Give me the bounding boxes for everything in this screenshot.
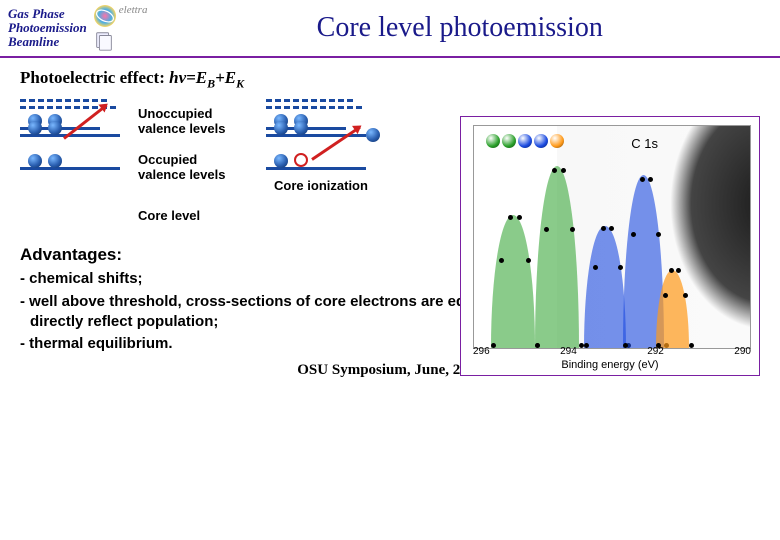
label-c1s: C 1s: [631, 136, 658, 151]
photoelectric-equation: Photoelectric effect: hν=EB+EK: [20, 68, 760, 91]
data-point: [656, 232, 661, 237]
logo-line-2: Photoemission: [8, 21, 87, 35]
ionized-state-column: Core ionization: [266, 99, 376, 193]
data-point: [570, 227, 575, 232]
data-point: [683, 293, 688, 298]
tick: 294: [560, 346, 577, 357]
data-point: [593, 265, 598, 270]
data-point: [544, 227, 549, 232]
atom-icon: [502, 134, 516, 148]
atom-icon: [550, 134, 564, 148]
main-content: Photoelectric effect: hν=EB+EK Unoccupie…: [0, 58, 780, 383]
tick: 292: [647, 346, 664, 357]
doc-icon: [93, 30, 115, 52]
data-point: [618, 265, 623, 270]
logo-icons: [93, 4, 117, 52]
page-title: Core level photoemission: [147, 12, 772, 44]
tick: 290: [734, 346, 751, 357]
spectrum-peak: [535, 166, 579, 348]
data-point: [526, 258, 531, 263]
ground-state-column: [20, 99, 120, 174]
logo-line-3: Beamline: [8, 35, 87, 49]
label-ionization: Core ionization: [274, 178, 368, 193]
data-point: [676, 268, 681, 273]
atom-icon: [534, 134, 548, 148]
spectrum-peak: [491, 215, 535, 348]
tick: 296: [473, 346, 490, 357]
logo-sublabel: elettra: [119, 4, 148, 16]
data-point: [561, 168, 566, 173]
label-occupied: Occupied valence levels: [138, 143, 248, 191]
data-point: [640, 177, 645, 182]
core-level: [20, 167, 120, 170]
level-labels: Unoccupied valence levels Occupied valen…: [138, 99, 248, 239]
data-point: [648, 177, 653, 182]
header-bar: Gas Phase Photoemission Beamline elettra…: [0, 0, 780, 58]
x-axis-label: Binding energy (eV): [461, 359, 759, 371]
x-ticks: 296 294 292 290: [473, 346, 751, 357]
label-unoccupied: Unoccupied valence levels: [138, 99, 248, 143]
spectrum-peak: [584, 226, 625, 348]
logo-block: Gas Phase Photoemission Beamline elettra: [8, 4, 147, 52]
eq-label: Photoelectric effect:: [20, 68, 169, 87]
logo-line-1: Gas Phase: [8, 7, 87, 21]
atom-icon: [486, 134, 500, 148]
eq-formula: hν=EB+EK: [169, 68, 244, 87]
data-point: [601, 226, 606, 231]
spectrum-plot: C 1s: [473, 125, 751, 349]
label-core: Core level: [138, 191, 248, 239]
spectrum-panel: C 1s 296 294 292 290 Binding energy (eV): [460, 116, 760, 376]
logo-text: Gas Phase Photoemission Beamline: [8, 7, 87, 50]
atom-icon: [518, 134, 532, 148]
data-point: [517, 215, 522, 220]
data-point: [609, 226, 614, 231]
swirl-icon: [93, 4, 117, 28]
ejected-electron-icon: [366, 128, 380, 142]
molecule-icon: [486, 134, 564, 148]
